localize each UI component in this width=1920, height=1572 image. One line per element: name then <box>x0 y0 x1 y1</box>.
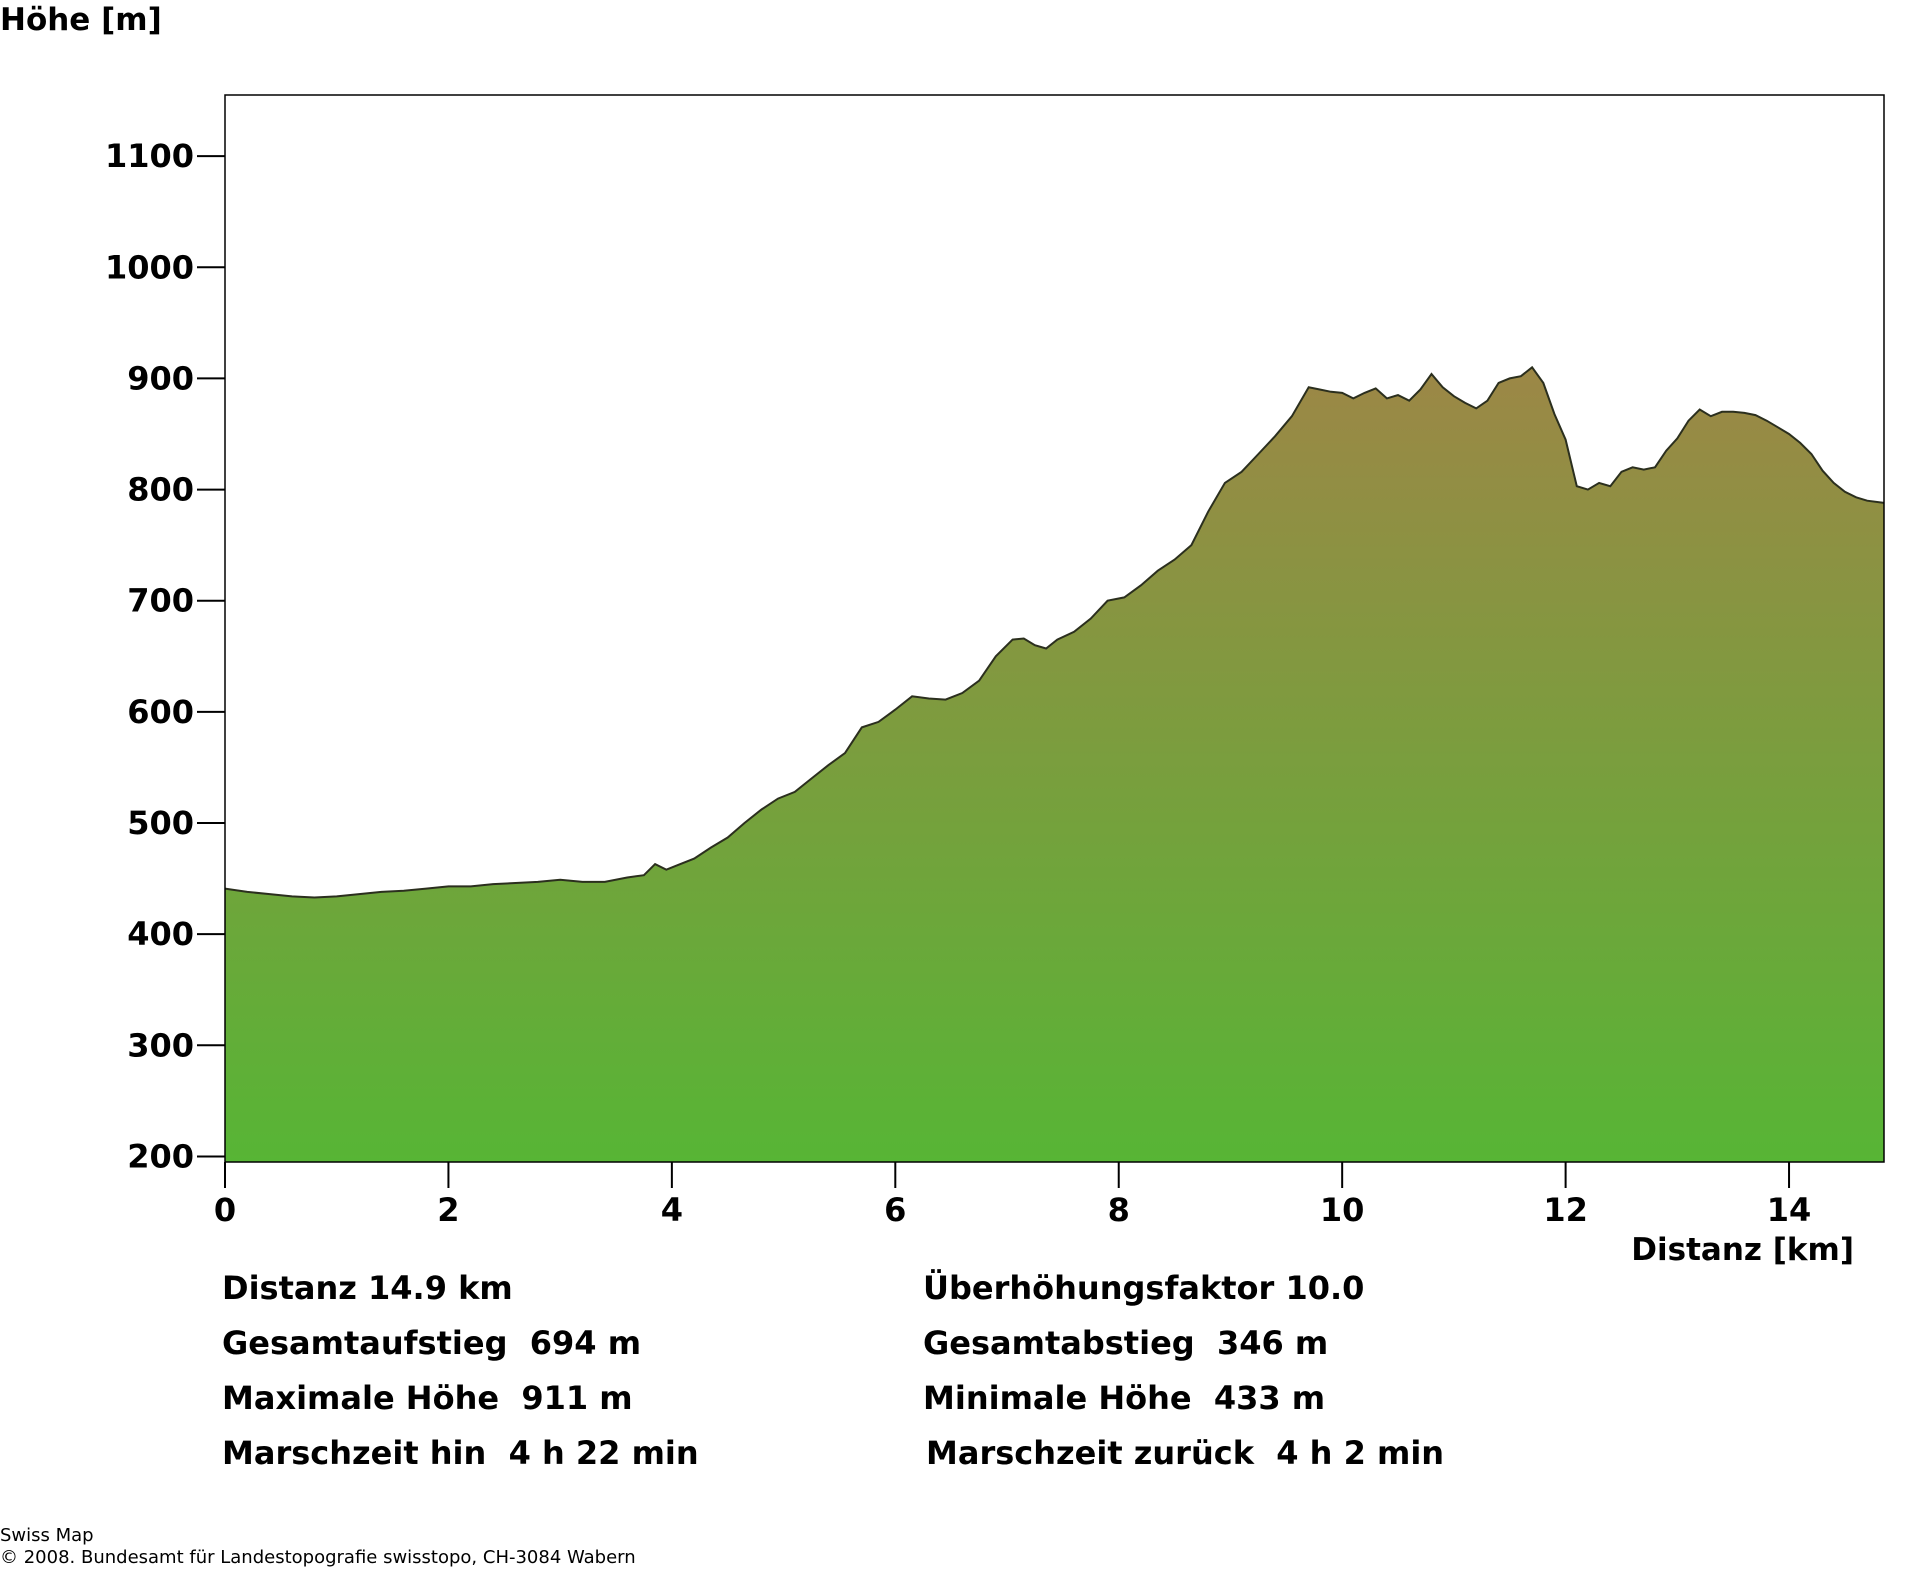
stat-time-back: Marschzeit zurück 4 h 2 min <box>926 1434 1445 1472</box>
stat-max-height: Maximale Höhe 911 m <box>222 1379 633 1417</box>
x-tick-label: 14 <box>1767 1191 1812 1229</box>
y-tick-label: 800 <box>127 471 194 509</box>
y-axis: 200 300 400 500 600 700 800 900 1000 1100 <box>105 137 225 1175</box>
x-tick-label: 6 <box>884 1191 906 1229</box>
y-tick-label: 700 <box>127 582 194 620</box>
x-tick-label: 8 <box>1108 1191 1130 1229</box>
stat-time-there: Marschzeit hin 4 h 22 min <box>222 1434 699 1472</box>
y-tick-label: 200 <box>127 1137 194 1175</box>
y-tick-label: 400 <box>127 915 194 953</box>
x-axis-title: Distanz [km] <box>1631 1232 1854 1268</box>
y-tick-label: 600 <box>127 693 194 731</box>
stat-min-height: Minimale Höhe 433 m <box>923 1379 1326 1417</box>
y-tick-label: 900 <box>127 359 194 397</box>
y-tick-label: 1000 <box>105 248 194 286</box>
x-tick-label: 10 <box>1320 1191 1365 1229</box>
x-axis: 0 2 4 6 8 10 12 14 <box>214 1162 1811 1229</box>
x-tick-label: 12 <box>1543 1191 1588 1229</box>
y-tick-label: 1100 <box>105 137 194 175</box>
footer-copyright: © 2008. Bundesamt für Landestopografie s… <box>0 1547 636 1568</box>
x-tick-label: 2 <box>437 1191 459 1229</box>
stat-exaggeration: Überhöhungsfaktor 10.0 <box>923 1269 1365 1307</box>
footer-source: Swiss Map <box>0 1525 94 1546</box>
y-tick-label: 500 <box>127 804 194 842</box>
y-axis-title: Höhe [m] <box>0 2 162 38</box>
x-tick-label: 0 <box>214 1191 236 1229</box>
stat-descent: Gesamtabstieg 346 m <box>923 1324 1329 1362</box>
stat-ascent: Gesamtaufstieg 694 m <box>222 1324 642 1362</box>
plot-frame <box>224 94 1885 1163</box>
x-tick-label: 4 <box>661 1191 683 1229</box>
y-tick-label: 300 <box>127 1026 194 1064</box>
stat-distance: Distanz 14.9 km <box>222 1269 513 1307</box>
terrain-area <box>225 367 1884 1162</box>
terrain-outline <box>224 365 1885 899</box>
